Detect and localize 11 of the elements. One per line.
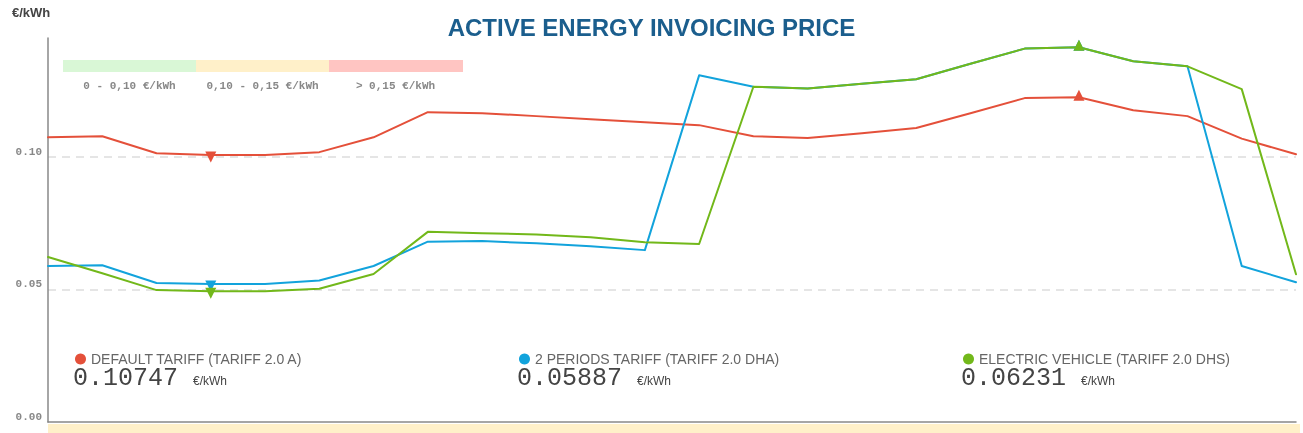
y-tick-label: 0.05 bbox=[15, 278, 43, 291]
annotation: 0,10 - 0,15 €/kWh bbox=[206, 79, 319, 92]
legend-label: ELECTRIC VEHICLE (TARIFF 2.0 DHS) bbox=[979, 351, 1231, 367]
y-axis-title: €/kWh bbox=[12, 5, 51, 20]
annotation: 0.06231 €/kWh bbox=[961, 364, 1116, 393]
annotation: 0 - 0,10 €/kWh bbox=[83, 79, 176, 92]
legend-label: DEFAULT TARIFF (TARIFF 2.0 A) bbox=[91, 351, 302, 367]
chart-title: ACTIVE ENERGY INVOICING PRICE bbox=[447, 13, 856, 41]
y-tick-label: 0.10 bbox=[15, 145, 42, 158]
annotation: > 0,15 €/kWh bbox=[355, 79, 436, 92]
y-tick-label: 0.00 bbox=[15, 410, 42, 423]
